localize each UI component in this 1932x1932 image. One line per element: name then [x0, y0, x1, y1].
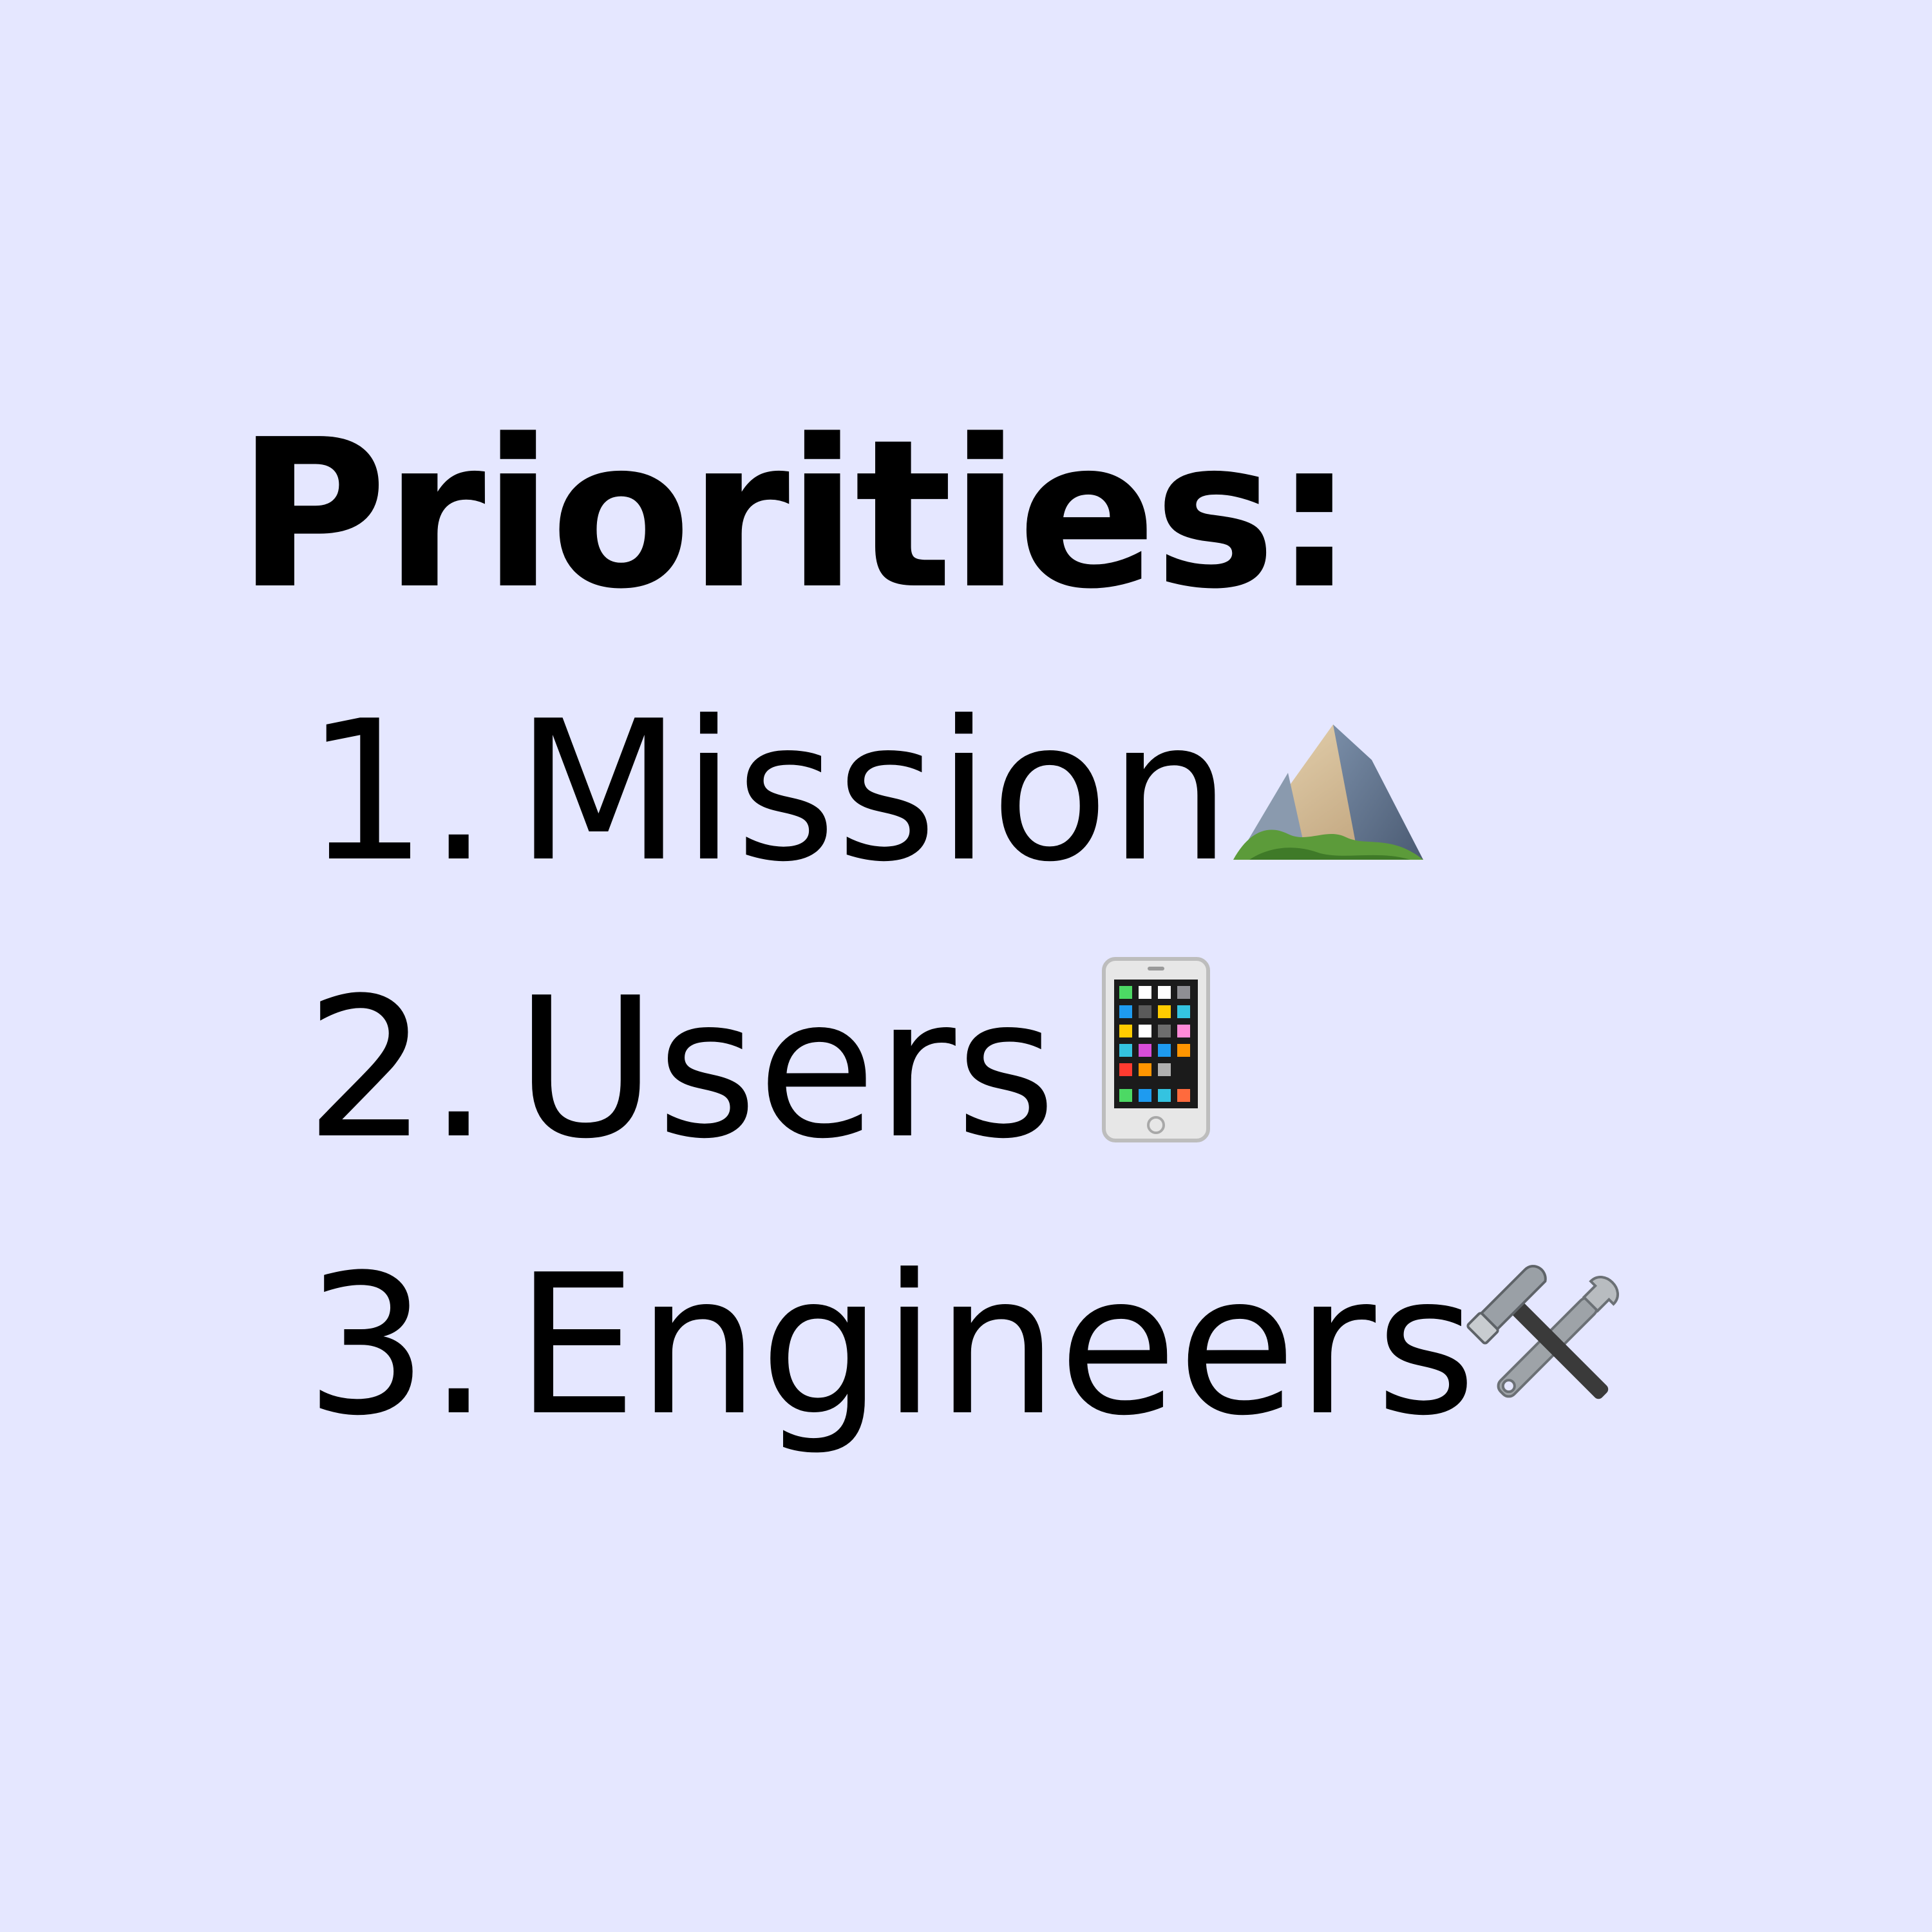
- list-item-label: Engineers: [515, 1233, 1477, 1458]
- mobile-phone-icon: [1101, 956, 1211, 1143]
- list-item-2: 2. Users: [238, 972, 1932, 1166]
- list-item-label: Mission: [515, 679, 1231, 904]
- list-item-label: Users: [515, 956, 1057, 1181]
- list-item-number: 3.: [305, 1233, 489, 1458]
- list-item-1: 1. Mission: [238, 696, 1932, 889]
- mountain-icon: [1224, 721, 1436, 869]
- list-item-3: 3. Engineers: [238, 1249, 1932, 1443]
- list-item-number: 2.: [305, 956, 489, 1181]
- list-item-number: 1.: [305, 679, 489, 904]
- page-title: Priorities:: [237, 395, 1355, 634]
- hammer-and-wrench-icon: [1459, 1259, 1645, 1426]
